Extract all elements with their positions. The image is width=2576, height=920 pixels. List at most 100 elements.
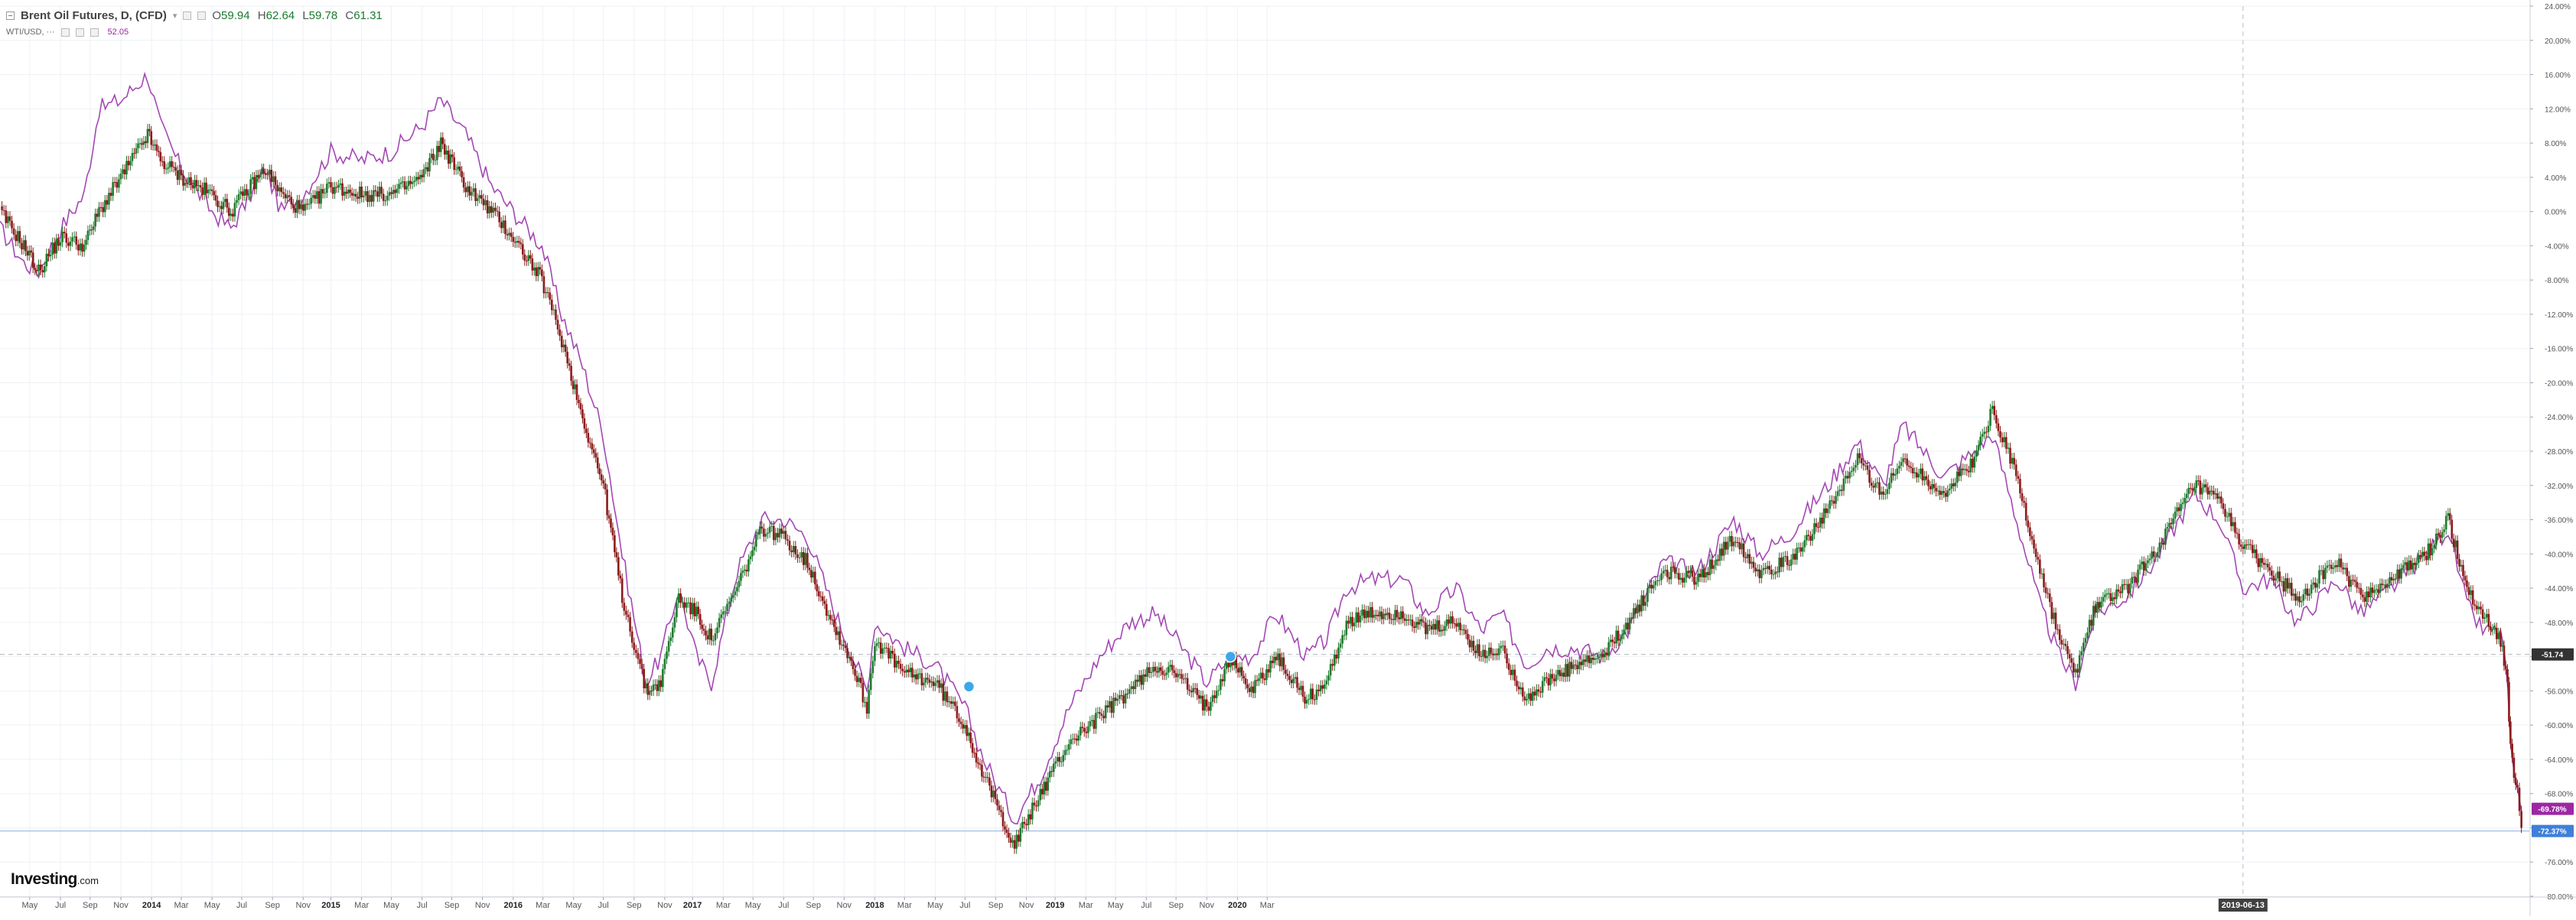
candle — [1493, 648, 1496, 661]
candle-body — [1685, 571, 1688, 578]
settings-small-icon[interactable] — [197, 11, 207, 20]
candle-body — [915, 674, 917, 680]
value-badges: -51.74-69.78%-72.37%2019-06-13 — [2218, 648, 2574, 912]
candle — [745, 564, 748, 577]
candle — [1118, 690, 1121, 704]
candle — [2434, 528, 2438, 551]
candle — [2037, 551, 2040, 565]
candle-body — [2092, 606, 2095, 626]
candle — [1455, 618, 1457, 632]
candle — [1963, 463, 1966, 476]
candle-body — [2137, 569, 2139, 583]
candle-body — [7, 216, 9, 223]
candle — [1476, 639, 1479, 658]
candle — [2084, 632, 2087, 649]
candle-body — [517, 241, 520, 243]
candle — [1695, 577, 1698, 590]
candle-body — [919, 673, 921, 675]
overlay-symbol[interactable]: WTI/USD, ··· — [6, 28, 55, 37]
candle — [1539, 686, 1542, 698]
overlay-close-icon[interactable] — [90, 28, 99, 37]
candle-body — [1722, 541, 1725, 556]
candle — [1764, 562, 1767, 574]
candle — [1722, 536, 1725, 561]
candle — [1099, 707, 1101, 720]
candle — [1648, 579, 1651, 593]
candle — [1478, 639, 1480, 662]
collapse-legend-icon[interactable] — [6, 11, 15, 20]
candle-body — [1271, 660, 1274, 664]
candle-body — [199, 185, 202, 188]
candle — [1848, 467, 1851, 484]
candle-body — [1327, 675, 1330, 681]
candle-body — [2094, 606, 2097, 613]
x-axis[interactable]: May Jul Sep Nov 2014 Mar May Jul Sep Nov 2015 Mar Ma… — [0, 896, 2576, 910]
candle — [447, 145, 450, 169]
candle — [197, 180, 200, 192]
candle — [270, 164, 273, 187]
candle-body — [1568, 662, 1571, 677]
candle-body — [2147, 560, 2149, 564]
candle-body — [794, 546, 797, 554]
candle — [2302, 589, 2305, 606]
candle — [550, 294, 553, 316]
candle-body — [981, 765, 983, 777]
chevron-down-icon[interactable]: ▾ — [172, 11, 177, 21]
candle — [1965, 463, 1969, 476]
candle-body — [118, 179, 120, 188]
candle — [1803, 535, 1806, 553]
event-marker-icon[interactable] — [962, 681, 975, 693]
candle-body — [1727, 541, 1729, 550]
candle-body — [519, 242, 523, 245]
candle-body — [1907, 465, 1910, 467]
candle-body — [2302, 594, 2305, 601]
candle-body — [2357, 587, 2360, 589]
candle — [2476, 600, 2478, 615]
candle — [85, 235, 87, 250]
candle-body — [1584, 659, 1587, 662]
event-marker-icon[interactable] — [1224, 650, 1237, 663]
candle-body — [1448, 619, 1450, 624]
candle-body — [1582, 659, 1584, 665]
candle-body — [1440, 629, 1442, 632]
candle — [1394, 604, 1396, 626]
candle-body — [330, 182, 332, 187]
candle-body — [422, 169, 425, 177]
candle — [1705, 567, 1708, 583]
overlay-legend[interactable]: WTI/USD, ··· 52.05 — [6, 28, 129, 37]
candle-body — [1301, 685, 1304, 697]
candle — [663, 653, 666, 675]
candle — [89, 224, 91, 236]
candle — [2253, 544, 2256, 558]
eye-toggle-icon[interactable] — [183, 11, 192, 20]
candle-body — [2204, 484, 2207, 488]
overlay-settings-icon[interactable] — [75, 28, 84, 37]
candle — [396, 184, 399, 199]
candle-body — [466, 186, 469, 193]
candle — [2292, 588, 2295, 601]
candle-body — [790, 550, 793, 553]
candle — [875, 638, 878, 652]
candle — [2199, 475, 2202, 500]
main-series-legend[interactable]: Brent Oil Futures, D, (CFD) ▾ O59.94 H62… — [6, 9, 387, 22]
x-tick-label: Mar — [1260, 901, 1275, 910]
candle-body — [988, 777, 991, 786]
symbol-title[interactable]: Brent Oil Futures, D, (CFD) — [21, 9, 167, 22]
candle — [1384, 608, 1387, 621]
candle-body — [808, 567, 811, 571]
candle-body — [276, 184, 278, 192]
y-tick-label: -40.00% — [2545, 551, 2573, 559]
candle — [835, 622, 837, 641]
candle-body — [1678, 573, 1680, 580]
candle — [1915, 467, 1918, 483]
x-tick-label: Jul — [1141, 901, 1151, 910]
candle-body — [1048, 771, 1051, 778]
candle-body — [722, 611, 725, 615]
candle-body — [1636, 604, 1639, 613]
overlay-eye-icon[interactable] — [60, 28, 70, 37]
candle-body — [2398, 569, 2401, 579]
high-key: H — [257, 9, 266, 22]
candle — [1215, 685, 1218, 704]
candle-body — [39, 264, 42, 271]
